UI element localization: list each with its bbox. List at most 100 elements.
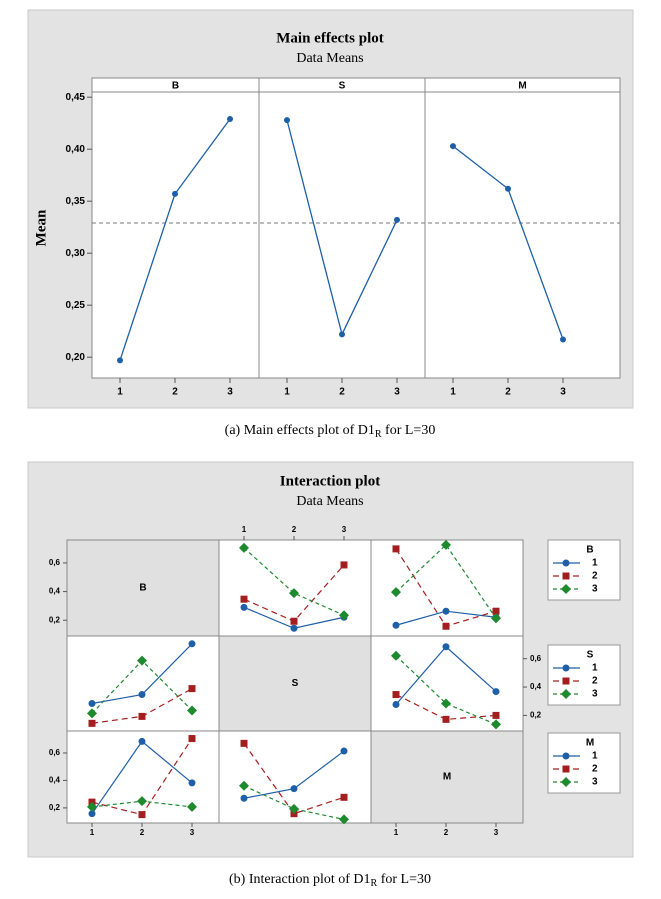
data-point bbox=[240, 595, 248, 603]
data-point bbox=[138, 811, 146, 819]
data-point bbox=[138, 691, 146, 699]
data-point bbox=[441, 539, 451, 550]
x-tick-label: 3 bbox=[494, 828, 499, 837]
data-point bbox=[88, 699, 96, 707]
legend-label: 2 bbox=[592, 764, 598, 775]
y-tick-label: 0,4 bbox=[49, 587, 61, 596]
data-point bbox=[505, 185, 511, 192]
legend-marker bbox=[561, 777, 571, 787]
caption: (b) Interaction plot of D1R for L=30 bbox=[229, 872, 431, 889]
legend-label: 3 bbox=[592, 584, 598, 595]
caption-text: for L=30 bbox=[382, 423, 436, 438]
legend-box bbox=[547, 644, 621, 706]
legend-box bbox=[547, 732, 621, 794]
legend-label: 1 bbox=[592, 751, 598, 762]
data-point bbox=[290, 624, 298, 632]
y-tick-label: 0,6 bbox=[49, 748, 61, 757]
diagonal-cell bbox=[218, 635, 372, 732]
y-tick-label: 0,40 bbox=[66, 144, 86, 155]
data-point bbox=[492, 607, 500, 615]
data-point bbox=[391, 587, 401, 598]
y-tick-label: 0,2 bbox=[49, 615, 61, 624]
legend-marker bbox=[561, 584, 571, 594]
data-point bbox=[492, 711, 500, 719]
factor-label: B bbox=[139, 583, 146, 594]
plot-cell bbox=[370, 539, 524, 637]
caption-text: (a) Main effects plot of D1 bbox=[225, 423, 375, 438]
factor-label: S bbox=[292, 678, 299, 689]
x-tick-label: 3 bbox=[342, 525, 347, 534]
data-point bbox=[138, 712, 146, 720]
data-point bbox=[339, 814, 349, 825]
factor-label: M bbox=[443, 772, 451, 783]
data-point bbox=[239, 542, 249, 553]
data-point bbox=[340, 747, 348, 755]
legend-label: 1 bbox=[592, 663, 598, 674]
x-tick-label: 3 bbox=[190, 828, 195, 837]
data-point bbox=[491, 613, 501, 624]
y-tick-label: 0,35 bbox=[66, 196, 86, 207]
x-tick-label: 2 bbox=[292, 525, 297, 534]
y-tick-label: 0,20 bbox=[66, 352, 86, 363]
caption-text: (b) Interaction plot of D1 bbox=[229, 872, 371, 887]
data-point bbox=[188, 779, 196, 787]
data-point bbox=[339, 331, 345, 338]
legend-title: M bbox=[586, 738, 594, 749]
data-point bbox=[339, 610, 349, 621]
x-tick-label: 2 bbox=[444, 828, 449, 837]
data-point bbox=[137, 655, 147, 666]
legend-marker bbox=[562, 664, 570, 672]
x-tick-label: 1 bbox=[284, 387, 290, 398]
x-tick-label: 2 bbox=[140, 828, 145, 837]
x-tick-label: 2 bbox=[172, 387, 178, 398]
data-point bbox=[188, 640, 196, 648]
data-point bbox=[392, 691, 400, 699]
data-point bbox=[188, 685, 196, 693]
data-point bbox=[442, 622, 450, 630]
y-tick-label: 0,6 bbox=[49, 558, 61, 567]
y-tick-label: 0,2 bbox=[530, 711, 542, 720]
legend-marker bbox=[562, 572, 570, 580]
chart-title: Main effects plot bbox=[276, 30, 383, 46]
interaction-line bbox=[395, 543, 497, 619]
interaction-line bbox=[243, 743, 345, 815]
legend-marker bbox=[561, 689, 571, 699]
data-point bbox=[289, 588, 299, 599]
data-point bbox=[560, 336, 566, 343]
data-point bbox=[188, 735, 196, 743]
x-tick-label: 3 bbox=[227, 387, 233, 398]
data-point bbox=[290, 617, 298, 625]
chart-subtitle: Data Means bbox=[296, 51, 363, 66]
data-point bbox=[187, 801, 197, 812]
chart-title: Interaction plot bbox=[280, 473, 380, 489]
y-tick-label: 0,4 bbox=[530, 682, 542, 691]
data-point bbox=[289, 803, 299, 814]
legend-title: S bbox=[587, 650, 594, 661]
caption-text: for L=30 bbox=[377, 872, 431, 887]
data-point bbox=[392, 700, 400, 708]
x-tick-label: 1 bbox=[242, 525, 247, 534]
data-point bbox=[340, 561, 348, 569]
data-point bbox=[392, 545, 400, 553]
legend-marker bbox=[562, 765, 570, 773]
legend-marker bbox=[562, 752, 570, 760]
interaction-line bbox=[395, 655, 497, 725]
data-point bbox=[227, 116, 233, 123]
y-axis-label: Mean bbox=[33, 209, 49, 246]
panel-label: B bbox=[172, 81, 179, 92]
diagonal-cell bbox=[370, 730, 524, 824]
data-point bbox=[240, 603, 248, 611]
caption-subscript: R bbox=[375, 429, 382, 440]
x-tick-label: 1 bbox=[117, 387, 123, 398]
data-point bbox=[138, 737, 146, 745]
data-point bbox=[239, 780, 249, 791]
diagonal-cell bbox=[66, 539, 220, 637]
legend-title: B bbox=[586, 545, 593, 556]
interaction-line bbox=[243, 547, 345, 616]
data-point bbox=[88, 719, 96, 727]
x-tick-label: 1 bbox=[394, 828, 399, 837]
panel-label: M bbox=[518, 81, 526, 92]
data-point bbox=[442, 715, 450, 723]
plot-area bbox=[91, 77, 621, 379]
